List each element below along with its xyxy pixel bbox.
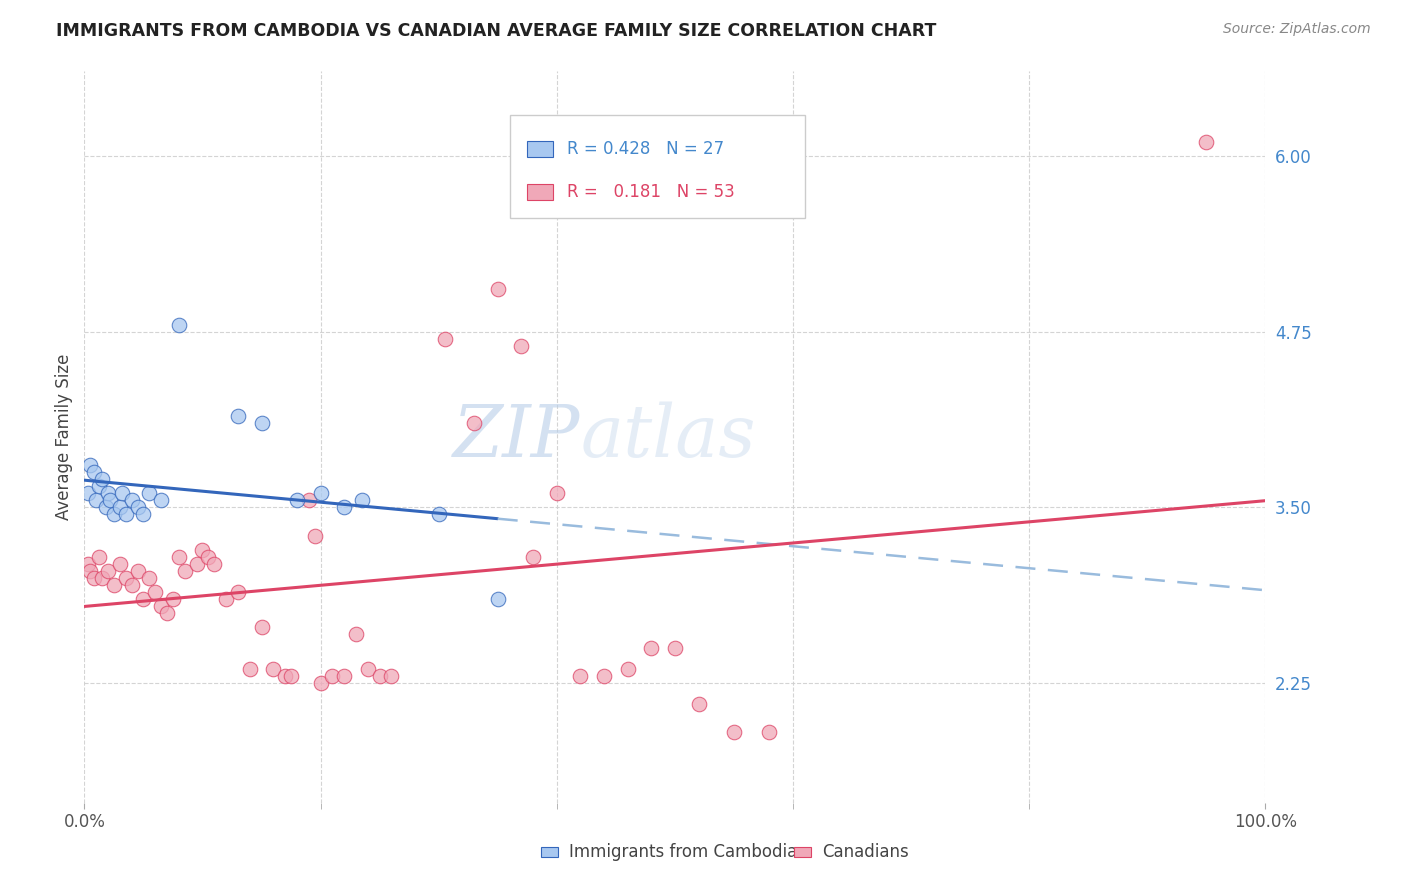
Text: Immigrants from Cambodia: Immigrants from Cambodia bbox=[569, 843, 797, 861]
Point bbox=[688, 698, 710, 712]
Point bbox=[333, 669, 356, 683]
Point bbox=[250, 416, 273, 430]
Point bbox=[132, 591, 155, 606]
Point bbox=[280, 669, 302, 683]
Point bbox=[98, 493, 121, 508]
Point bbox=[108, 557, 131, 571]
Point bbox=[87, 549, 110, 564]
Point bbox=[664, 641, 686, 656]
Text: Source: ZipAtlas.com: Source: ZipAtlas.com bbox=[1223, 22, 1371, 37]
Point bbox=[723, 725, 745, 739]
Text: Canadians: Canadians bbox=[823, 843, 910, 861]
Point bbox=[103, 578, 125, 592]
Point bbox=[127, 564, 149, 578]
Point bbox=[758, 725, 780, 739]
Point bbox=[162, 591, 184, 606]
Point bbox=[114, 508, 136, 522]
Point bbox=[91, 571, 114, 585]
Point bbox=[486, 282, 509, 296]
Point bbox=[156, 606, 179, 620]
Point bbox=[77, 557, 100, 571]
Point bbox=[186, 557, 208, 571]
Point bbox=[83, 465, 105, 479]
Point bbox=[522, 549, 544, 564]
Text: R = 0.428   N = 27: R = 0.428 N = 27 bbox=[568, 140, 724, 158]
Point bbox=[150, 599, 173, 613]
Point bbox=[97, 564, 120, 578]
Point bbox=[167, 549, 190, 564]
Point bbox=[350, 493, 373, 508]
Point bbox=[298, 493, 321, 508]
Point bbox=[79, 458, 101, 473]
Point bbox=[103, 508, 125, 522]
Point bbox=[226, 409, 249, 423]
Point bbox=[344, 627, 367, 641]
Point bbox=[77, 486, 100, 500]
Point bbox=[84, 493, 107, 508]
Point bbox=[132, 508, 155, 522]
Point bbox=[486, 591, 509, 606]
Point bbox=[83, 571, 105, 585]
Point bbox=[250, 620, 273, 634]
Point bbox=[94, 500, 117, 515]
Point bbox=[239, 662, 262, 676]
Point bbox=[333, 500, 356, 515]
Point bbox=[546, 486, 568, 500]
FancyBboxPatch shape bbox=[527, 184, 553, 200]
Point bbox=[262, 662, 284, 676]
Point bbox=[226, 584, 249, 599]
Point bbox=[368, 669, 391, 683]
Point bbox=[321, 669, 343, 683]
Point bbox=[616, 662, 638, 676]
Point bbox=[150, 493, 173, 508]
Point bbox=[167, 318, 190, 332]
Point bbox=[121, 578, 143, 592]
Point bbox=[510, 338, 533, 352]
Point bbox=[173, 564, 195, 578]
Point bbox=[304, 528, 326, 542]
Point bbox=[108, 500, 131, 515]
Point bbox=[138, 571, 160, 585]
Point bbox=[427, 508, 450, 522]
Text: R =   0.181   N = 53: R = 0.181 N = 53 bbox=[568, 183, 735, 201]
Point bbox=[463, 416, 485, 430]
Point bbox=[121, 493, 143, 508]
Text: IMMIGRANTS FROM CAMBODIA VS CANADIAN AVERAGE FAMILY SIZE CORRELATION CHART: IMMIGRANTS FROM CAMBODIA VS CANADIAN AVE… bbox=[56, 22, 936, 40]
Point bbox=[91, 472, 114, 486]
FancyBboxPatch shape bbox=[527, 141, 553, 157]
Point bbox=[87, 479, 110, 493]
Point bbox=[143, 584, 166, 599]
Point bbox=[380, 669, 402, 683]
Point bbox=[215, 591, 238, 606]
Point bbox=[97, 486, 120, 500]
FancyBboxPatch shape bbox=[509, 115, 804, 218]
Y-axis label: Average Family Size: Average Family Size bbox=[55, 354, 73, 520]
Point bbox=[1195, 135, 1218, 149]
Point bbox=[114, 571, 136, 585]
Text: ZIP: ZIP bbox=[453, 401, 581, 473]
Point bbox=[285, 493, 308, 508]
Point bbox=[79, 564, 101, 578]
Point bbox=[127, 500, 149, 515]
Point bbox=[202, 557, 225, 571]
Point bbox=[569, 669, 592, 683]
Point bbox=[640, 641, 662, 656]
Point bbox=[309, 676, 332, 690]
Point bbox=[111, 486, 134, 500]
Point bbox=[593, 669, 616, 683]
Point bbox=[197, 549, 219, 564]
Point bbox=[309, 486, 332, 500]
Point bbox=[138, 486, 160, 500]
Point bbox=[274, 669, 297, 683]
Point bbox=[191, 542, 214, 557]
Point bbox=[433, 332, 456, 346]
Point bbox=[357, 662, 380, 676]
Text: atlas: atlas bbox=[581, 401, 756, 473]
